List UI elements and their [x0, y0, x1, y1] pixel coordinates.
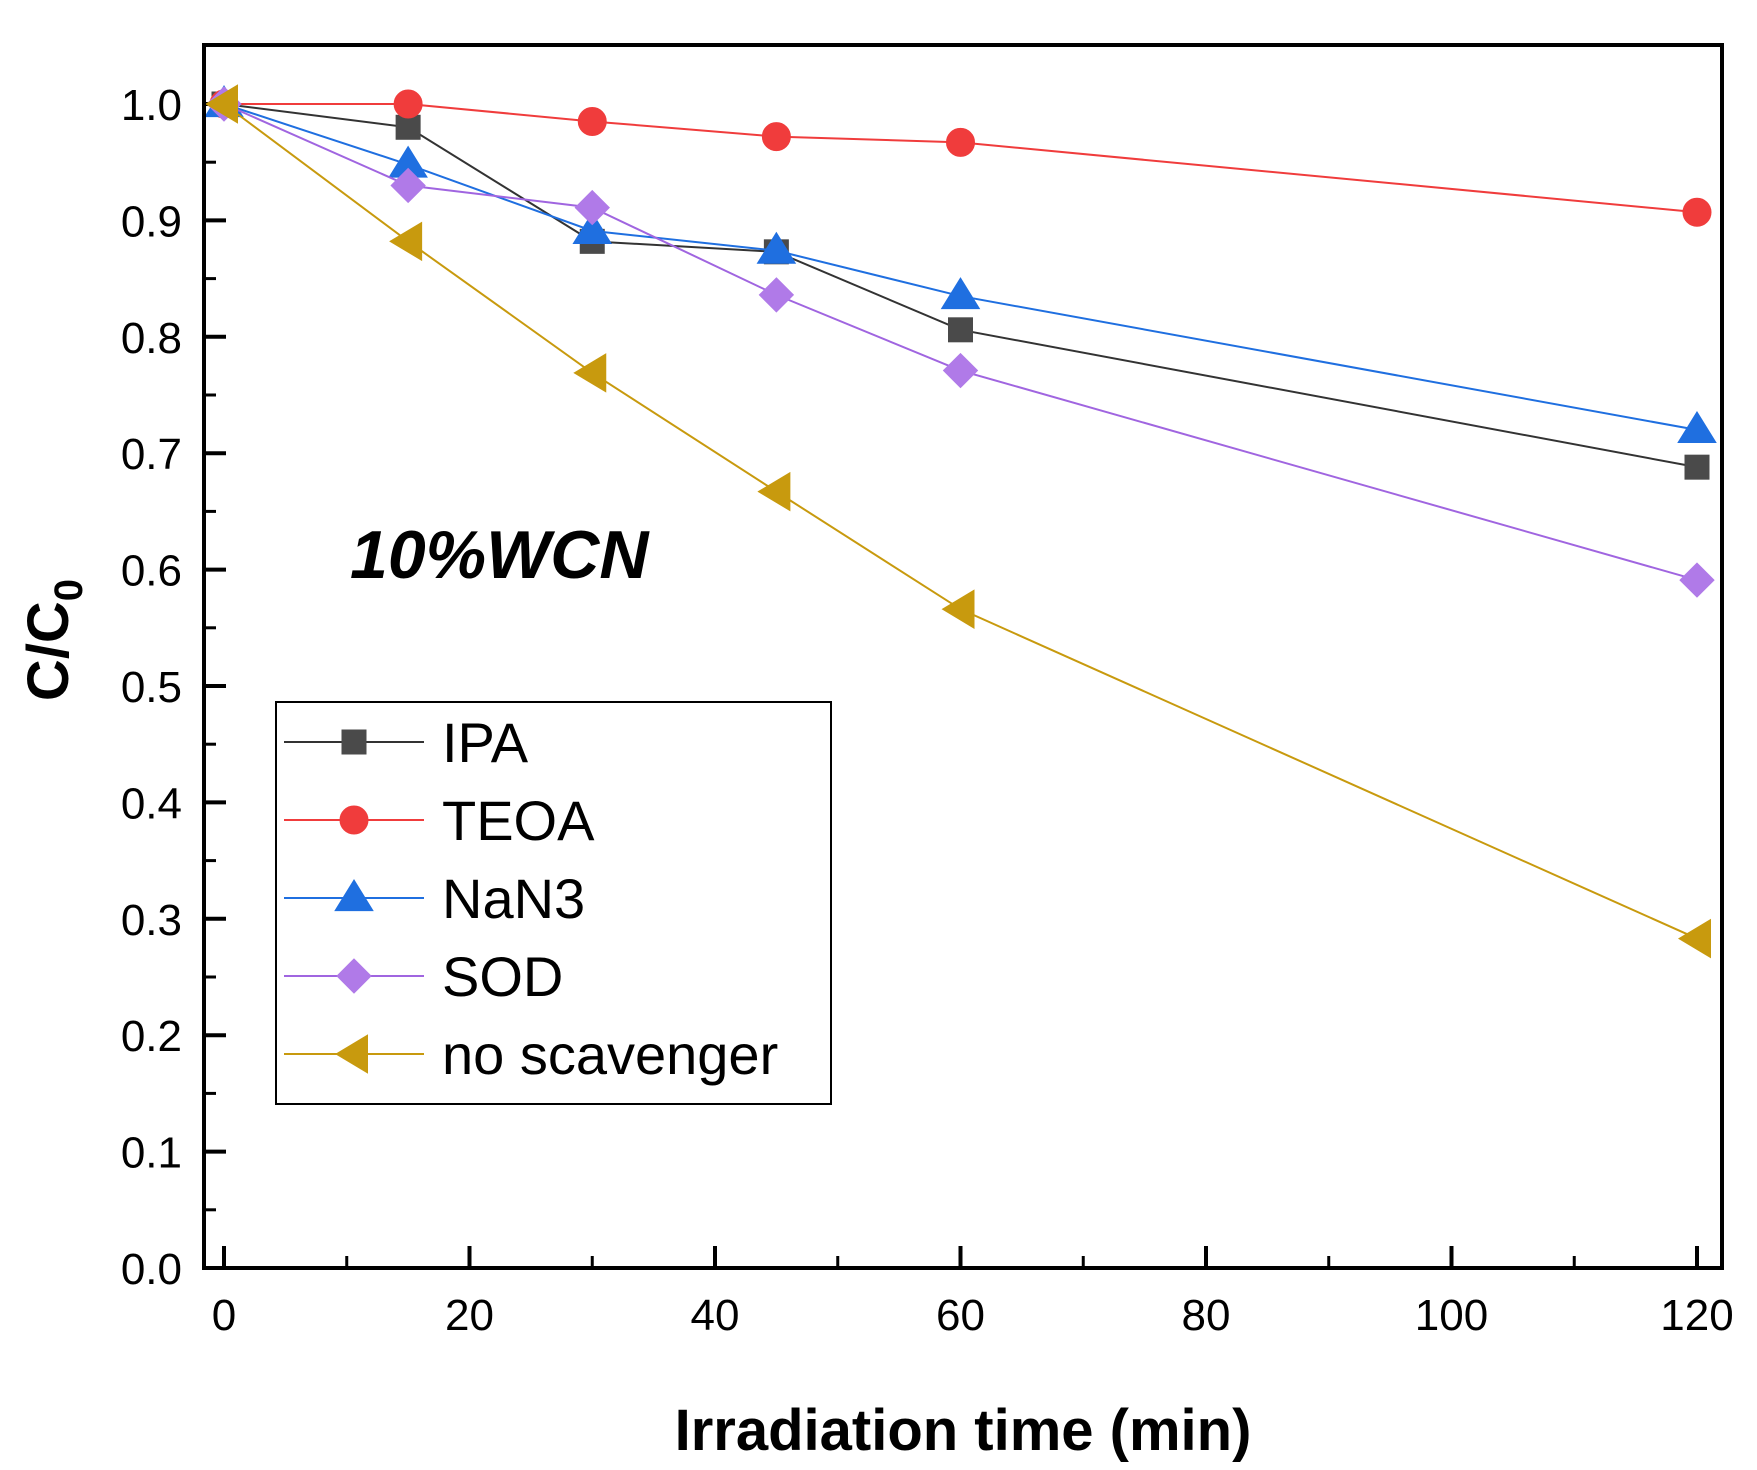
- legend-item: no scavenger: [284, 1023, 778, 1086]
- legend-item: TEOA: [284, 789, 595, 852]
- data-point: [389, 221, 423, 262]
- series-line: [223, 103, 1698, 469]
- x-tick-label: 20: [445, 1291, 494, 1340]
- legend-marker: [336, 958, 372, 994]
- x-tick-label: 80: [1182, 1291, 1231, 1340]
- x-tick-label: 40: [691, 1291, 740, 1340]
- legend-item: NaN3: [284, 867, 585, 930]
- legend-item: IPA: [284, 711, 529, 774]
- series-line: [223, 103, 1698, 582]
- data-point: [572, 211, 613, 244]
- y-tick-label: 0.5: [121, 663, 182, 712]
- y-tick-label: 0.8: [121, 314, 182, 363]
- legend-item: SOD: [284, 945, 563, 1008]
- svg-text:C/C0: C/C0: [16, 579, 91, 701]
- y-tick-label: 0.7: [121, 430, 182, 479]
- data-point: [941, 589, 975, 629]
- plot-frame: [202, 43, 1724, 1270]
- series-line: [224, 103, 1698, 214]
- data-point: [761, 122, 791, 152]
- data-point: [1682, 197, 1712, 227]
- x-tick-label: 120: [1660, 1291, 1733, 1340]
- legend: IPA TEOA NaN3 SOD no scavenger: [275, 701, 832, 1105]
- data-point: [946, 127, 975, 157]
- data-point: [395, 114, 421, 140]
- x-axis-title: Irradiation time (min): [675, 1398, 1252, 1463]
- data-point: [940, 277, 981, 310]
- x-tick-label: 60: [936, 1291, 985, 1340]
- y-tick-label: 0.1: [121, 1129, 182, 1178]
- data-point: [1677, 410, 1717, 444]
- data-point: [758, 277, 795, 313]
- x-tick-label: 0: [212, 1291, 236, 1340]
- x-tick-label: 100: [1415, 1291, 1488, 1340]
- y-tick-label: 0.9: [121, 197, 182, 246]
- series-no-scavenger: [205, 84, 1711, 959]
- legend-label: NaN3: [442, 867, 585, 930]
- y-tick-label: 0.2: [121, 1012, 182, 1061]
- data-point: [577, 106, 607, 136]
- data-point: [205, 84, 238, 124]
- data-point: [1684, 454, 1710, 480]
- data-point: [1678, 918, 1711, 959]
- data-point: [1679, 562, 1715, 598]
- data-point: [948, 317, 973, 343]
- legend-label: TEOA: [442, 789, 595, 852]
- series-teoa: [209, 89, 1712, 227]
- legend-label: IPA: [442, 711, 529, 774]
- legend-label: no scavenger: [442, 1023, 778, 1086]
- series-line: [223, 103, 1698, 940]
- legend-marker: [341, 729, 367, 755]
- chart-annotation: 10%WCN: [350, 517, 650, 593]
- data-point: [573, 353, 607, 393]
- legend-label: SOD: [442, 945, 563, 1008]
- axes-layer: 0 20 40 60 80 100 120 0.0 0.1 0.2 0.3 0.4 0.5 0.6 0.7 0…: [121, 81, 1734, 1340]
- y-axis-title-subscript: 0: [47, 579, 91, 601]
- series-line: [223, 103, 1698, 431]
- legend-marker: [339, 805, 369, 835]
- y-tick-label: 0.3: [121, 896, 182, 945]
- data-point: [756, 231, 797, 264]
- data-point: [393, 89, 423, 119]
- y-tick-label: 0.0: [121, 1245, 182, 1294]
- legend-marker: [335, 1034, 368, 1074]
- data-point: [390, 167, 426, 204]
- data-point: [942, 352, 979, 389]
- y-axis-title: C/C0: [16, 579, 91, 701]
- y-tick-label: 0.6: [121, 547, 182, 596]
- data-point: [574, 189, 610, 226]
- data-point: [757, 471, 791, 512]
- y-tick-label: 1.0: [121, 81, 182, 130]
- y-axis-title-main: C/C: [16, 601, 81, 701]
- series-layer: [204, 84, 1717, 959]
- legend-marker: [334, 879, 374, 912]
- y-tick-label: 0.4: [121, 779, 182, 828]
